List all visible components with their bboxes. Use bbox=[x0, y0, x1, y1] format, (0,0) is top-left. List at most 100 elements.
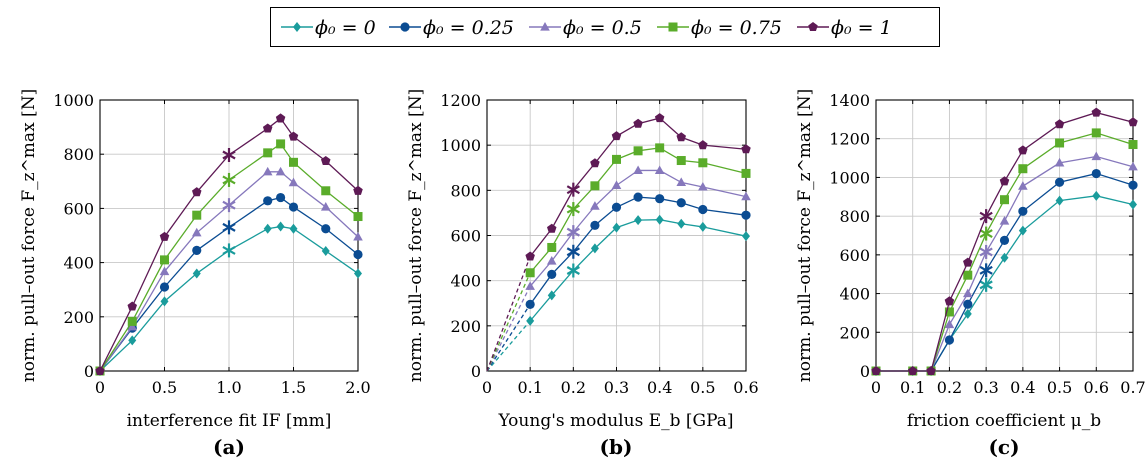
legend-marker-diamond bbox=[281, 22, 313, 32]
data-point bbox=[676, 132, 687, 142]
data-point bbox=[353, 212, 363, 222]
data-point bbox=[590, 158, 600, 168]
data-point bbox=[525, 299, 535, 309]
series-dashed-segment bbox=[486, 286, 531, 372]
y-tick-label: 1000 bbox=[53, 91, 94, 110]
x-tick-label: 0.3 bbox=[973, 378, 998, 397]
data-point-star bbox=[222, 198, 236, 213]
data-point bbox=[698, 204, 708, 215]
x-tick-label: 0.1 bbox=[517, 378, 542, 397]
y-tick-label: 400 bbox=[450, 272, 481, 291]
x-tick-label: 0.5 bbox=[1047, 378, 1072, 397]
data-point bbox=[676, 156, 686, 166]
y-tick-label: 1000 bbox=[440, 136, 481, 155]
data-point-star bbox=[979, 226, 993, 241]
x-tick-label: 0.6 bbox=[733, 378, 758, 397]
data-point bbox=[590, 243, 599, 254]
data-point bbox=[159, 231, 170, 241]
chart-panel-3: 0 0.1 0.2 0.3 0.4 0.5 0.6 0.7 0 200 400 600 800 1000 1… bbox=[795, 89, 1146, 459]
data-point bbox=[741, 210, 751, 220]
y-tick-label: 800 bbox=[63, 145, 94, 164]
data-point bbox=[263, 196, 273, 206]
legend-label: ϕ₀ = 0.5 bbox=[563, 17, 642, 39]
data-point bbox=[263, 223, 272, 234]
series-line bbox=[99, 196, 359, 372]
series-dashed-segment bbox=[486, 256, 531, 372]
data-point bbox=[999, 176, 1010, 186]
legend-label: ϕ₀ = 1 bbox=[831, 17, 892, 39]
data-point bbox=[1091, 128, 1101, 138]
y-tick-label: 1000 bbox=[829, 168, 870, 187]
data-point bbox=[944, 319, 955, 329]
series-dashed-segment bbox=[486, 272, 531, 372]
data-point bbox=[321, 245, 330, 256]
series-line bbox=[99, 117, 359, 372]
y-tick-label: 200 bbox=[450, 317, 481, 336]
data-point bbox=[634, 215, 643, 226]
data-point bbox=[546, 223, 557, 233]
legend-marker-square bbox=[657, 22, 689, 32]
data-point bbox=[698, 140, 708, 150]
data-point bbox=[1018, 145, 1028, 155]
data-point bbox=[962, 288, 973, 298]
data-point bbox=[1054, 157, 1065, 167]
star-stroke bbox=[566, 227, 580, 237]
data-point bbox=[612, 154, 621, 164]
data-point bbox=[654, 165, 665, 175]
x-tick-label: 0 bbox=[871, 378, 881, 397]
y-tick-label: 600 bbox=[450, 227, 481, 246]
data-point bbox=[276, 192, 286, 203]
data-point bbox=[192, 210, 202, 220]
data-point bbox=[526, 315, 535, 326]
data-point bbox=[677, 218, 686, 229]
legend-label: ϕ₀ = 0 bbox=[315, 17, 376, 39]
y-tick-label: 600 bbox=[839, 246, 870, 265]
grid bbox=[486, 99, 747, 372]
data-point-star bbox=[566, 225, 580, 240]
data-point bbox=[1091, 107, 1102, 117]
data-point bbox=[611, 202, 622, 212]
series-3 bbox=[486, 165, 751, 372]
series-1 bbox=[486, 214, 750, 372]
panel-label: (c) bbox=[988, 435, 1019, 459]
data-point bbox=[1054, 119, 1065, 129]
data-point bbox=[633, 118, 643, 128]
series-line bbox=[529, 169, 747, 287]
data-point bbox=[1055, 195, 1064, 206]
series-dashed-segment bbox=[486, 320, 531, 372]
y-tick-label: 800 bbox=[450, 181, 481, 200]
x-tick-label: 0.4 bbox=[1010, 378, 1035, 397]
data-point bbox=[1091, 168, 1101, 179]
series-5 bbox=[486, 113, 751, 372]
data-point bbox=[547, 290, 556, 301]
data-point bbox=[192, 245, 202, 256]
x-axis-label: friction coefficient μ_b bbox=[907, 411, 1101, 431]
series-2 bbox=[486, 192, 751, 372]
legend-label: ϕ₀ = 0.25 bbox=[423, 17, 514, 39]
data-point bbox=[611, 180, 622, 189]
data-point bbox=[1092, 190, 1101, 201]
x-tick-label: 1.5 bbox=[281, 378, 306, 397]
data-point bbox=[907, 366, 918, 376]
star-stroke bbox=[979, 265, 993, 275]
panel-label: (a) bbox=[213, 435, 245, 459]
y-tick-label: 0 bbox=[471, 362, 481, 381]
data-point-star bbox=[979, 277, 993, 292]
data-point bbox=[999, 235, 1010, 245]
data-point-star bbox=[222, 243, 236, 258]
star-stroke bbox=[566, 266, 580, 275]
data-point bbox=[944, 307, 954, 317]
x-tick-label: 0 bbox=[482, 378, 492, 397]
legend: ϕ₀ = 0 ϕ₀ = 0.25 ϕ₀ = 0.5 ϕ₀ = 0.75 ϕ₀ =… bbox=[270, 7, 940, 47]
plot-frame bbox=[875, 99, 1134, 372]
star-stroke bbox=[222, 245, 236, 255]
y-tick-label: 400 bbox=[63, 254, 94, 273]
data-point bbox=[275, 113, 286, 123]
data-point bbox=[95, 366, 105, 376]
data-point bbox=[1000, 252, 1009, 263]
data-point bbox=[263, 148, 273, 158]
data-point bbox=[191, 187, 202, 197]
data-point-star bbox=[566, 263, 580, 278]
y-tick-label: 800 bbox=[839, 207, 870, 226]
